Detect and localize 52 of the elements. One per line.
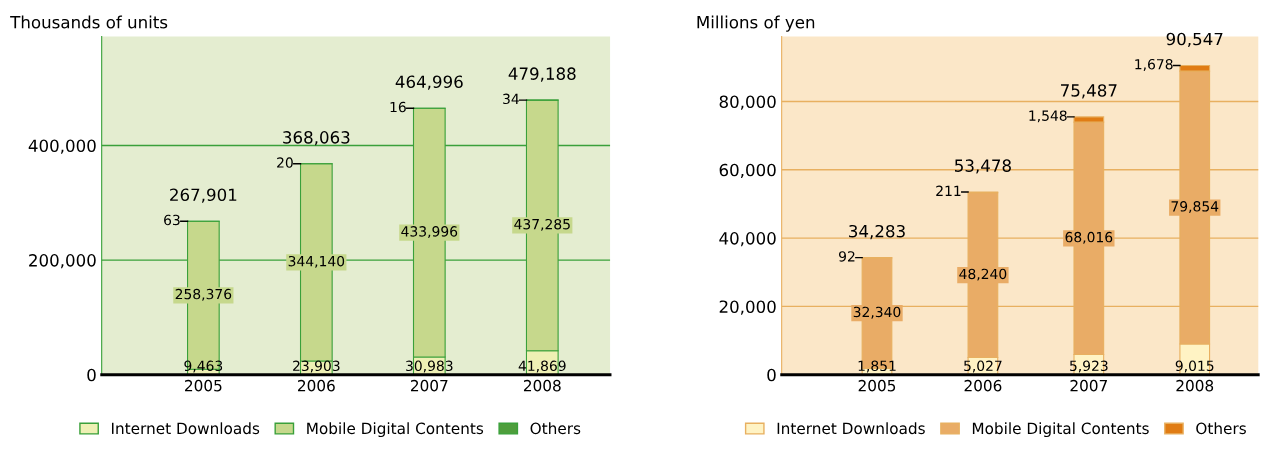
legend-label: Others: [1196, 422, 1246, 435]
total-label: 34,283: [849, 224, 905, 240]
data-label: 79,854: [1171, 201, 1219, 213]
data-label: 34: [503, 93, 519, 105]
data-label: 32,340: [853, 306, 901, 319]
y-tick-label: 200,000: [29, 254, 96, 269]
data-label: 344,140: [288, 255, 345, 268]
data-label: 20: [277, 157, 293, 168]
legend-label: Others: [530, 422, 581, 435]
x-tick-label: 2008: [523, 379, 561, 392]
y-tick-label: 20,000: [719, 300, 776, 315]
x-tick-label: 2005: [858, 379, 896, 392]
x-tick-label: 2007: [410, 379, 448, 392]
data-label: 437,285: [514, 218, 570, 231]
x-tick-label: 2006: [964, 379, 1002, 392]
chart-title: Millions of yen: [697, 15, 815, 32]
data-label: 1,548: [1029, 110, 1067, 123]
total-label: 464,996: [395, 75, 463, 90]
y-tick-label: 80,000: [719, 95, 776, 110]
data-label: 5,923: [1070, 360, 1108, 373]
total-label: 479,188: [508, 67, 576, 82]
data-label: 92: [839, 251, 855, 262]
total-label: 75,487: [1061, 84, 1117, 99]
data-label: 63: [164, 214, 180, 226]
data-label: 258,376: [175, 288, 232, 301]
total-label: 368,063: [283, 131, 350, 146]
y-tick-label: 40,000: [719, 232, 776, 247]
x-tick-label: 2006: [298, 379, 335, 392]
x-tick-label: 2008: [1176, 379, 1214, 392]
legend-label: Internet Downloads: [777, 422, 925, 435]
data-label: 1,678: [1135, 58, 1173, 71]
legend-label: Mobile Digital Contents: [307, 422, 484, 438]
y-tick-label: 0: [87, 368, 96, 382]
data-label: 48,240: [959, 268, 1007, 281]
total-label: 90,547: [1166, 32, 1223, 47]
y-tick-label: 400,000: [28, 139, 96, 154]
data-label: 68,016: [1065, 231, 1113, 244]
legend-label: Internet Downloads: [111, 422, 260, 435]
legend-label: Mobile Digital Contents: [972, 422, 1149, 438]
data-label: 433,996: [401, 226, 458, 239]
total-label: 267,901: [170, 188, 237, 203]
y-tick-label: 0: [767, 368, 776, 382]
x-tick-label: 2007: [1070, 379, 1107, 392]
data-label: 16: [390, 101, 406, 113]
data-label: 1,851: [858, 360, 896, 373]
data-label: 5,027: [964, 360, 1002, 373]
chart-title: Thousands of units: [10, 15, 168, 29]
data-label: 211: [936, 185, 961, 196]
x-tick-label: 2005: [185, 379, 222, 392]
data-label: 9,015: [1175, 360, 1214, 373]
y-tick-label: 60,000: [719, 163, 776, 179]
total-label: 53,478: [955, 159, 1011, 174]
